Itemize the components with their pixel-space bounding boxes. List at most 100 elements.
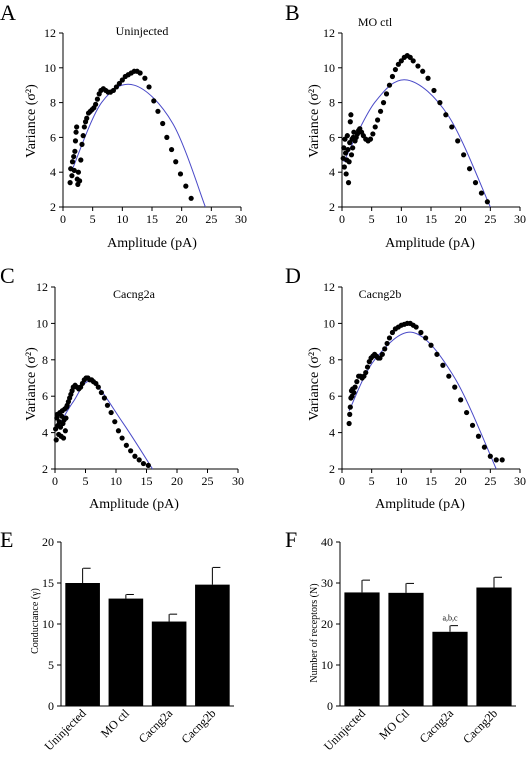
data-point (458, 397, 464, 403)
bar (151, 621, 187, 706)
data-point (119, 77, 125, 83)
data-point (84, 115, 90, 121)
data-point (407, 54, 413, 60)
data-point (146, 84, 152, 90)
data-point (53, 426, 59, 432)
x-tick-label: MO ctl (98, 706, 133, 741)
x-tick-label: 10 (110, 474, 122, 488)
data-point (137, 70, 143, 76)
data-point (69, 173, 75, 179)
data-point (351, 389, 357, 396)
y-tick-label: 20 (321, 617, 333, 631)
data-point (53, 437, 59, 443)
data-point (466, 166, 473, 172)
data-point (164, 134, 170, 140)
data-point (354, 379, 360, 385)
bar (388, 592, 424, 706)
y-tick-label: 20 (42, 535, 54, 549)
data-point (431, 87, 437, 94)
data-point (469, 422, 476, 428)
panel-letter-d: D (285, 263, 301, 288)
y-axis-label-a: Variance (σ²) (24, 84, 39, 158)
y-tick-label: 10 (36, 316, 48, 330)
panel-f: F Number of receptors (N) 0 10 20 30 40 Uninj… (285, 527, 516, 753)
data-point (74, 124, 80, 130)
x-tick-label: 25 (205, 212, 217, 226)
data-point (71, 167, 77, 174)
x-tick-label: 5 (369, 474, 375, 488)
x-tick-label: 0 (339, 212, 345, 226)
x-tick-label: 20 (171, 474, 183, 488)
data-point (71, 153, 77, 160)
x-tick-label: 30 (514, 474, 526, 488)
y-axis-label-d: Variance (σ²) (307, 347, 322, 421)
y-tick-label: 2 (329, 462, 335, 476)
data-point (132, 453, 138, 459)
chart-title-a: Uninjected (116, 24, 169, 38)
bar (195, 584, 230, 706)
panel-letter-a: A (0, 0, 16, 25)
bar (344, 592, 380, 706)
x-tick-label: Uninjected (42, 706, 89, 753)
data-point (145, 462, 151, 468)
data-point (341, 145, 347, 151)
scatter-plot-b: 0 5 10 15 20 25 30 2 4 6 8 10 12 (323, 26, 526, 226)
data-point (452, 384, 458, 390)
y-tick-label: 6 (329, 389, 335, 403)
data-point (370, 131, 376, 137)
data-point (478, 190, 485, 196)
data-point (395, 61, 401, 67)
y-tick-label: 12 (44, 26, 56, 40)
y-tick-label: 0 (48, 699, 54, 713)
y-tick-label: 10 (44, 61, 56, 75)
chart-title-b: MO ctl (358, 15, 393, 29)
x-tick-label: 15 (141, 474, 153, 488)
panel-e: E Conductance (γ) 0 5 10 15 20 Uninjected MO c… (0, 527, 234, 753)
y-tick-label: 4 (329, 426, 335, 440)
data-point (415, 63, 421, 69)
y-tick-label: 5 (48, 658, 54, 672)
fit-curve (71, 83, 206, 208)
x-tick-label: 0 (60, 212, 66, 226)
data-point (347, 404, 353, 410)
y-tick-label: 8 (42, 353, 48, 367)
x-tick-label: 30 (235, 212, 247, 226)
data-point (446, 373, 452, 379)
data-point (386, 82, 393, 88)
data-point (443, 112, 449, 118)
data-point (364, 364, 371, 370)
chart-title-d: Cacng2b (359, 287, 402, 301)
y-tick-label: 15 (42, 576, 54, 590)
scatter-plot-c: 0 5 10 15 20 25 30 2 4 6 8 10 12 (36, 280, 244, 488)
x-tick-label: 10 (116, 212, 128, 226)
data-point (108, 409, 114, 416)
data-point (434, 351, 440, 357)
data-point (177, 171, 184, 177)
data-point (345, 146, 351, 153)
panel-d: D Cacng2b Variance (σ²) Amplitude (pA) 0… (285, 263, 526, 512)
data-point (93, 101, 99, 107)
data-point (98, 389, 104, 396)
data-point (464, 409, 470, 416)
data-point (93, 380, 99, 387)
data-point (63, 415, 69, 421)
x-axis-label-b: Amplitude (pA) (385, 236, 475, 251)
data-point (188, 195, 194, 201)
data-point (352, 384, 358, 390)
scatter-plot-d: 0 5 10 15 20 25 30 2 4 6 8 10 12 (323, 280, 526, 488)
data-point (461, 152, 467, 158)
data-point (75, 169, 82, 175)
data-point (101, 395, 108, 401)
y-tick-label: 10 (321, 658, 333, 672)
y-tick-label: 10 (323, 61, 335, 75)
panel-letter-b: B (285, 0, 300, 25)
fit-curve (348, 331, 497, 470)
x-tick-label: 10 (395, 212, 407, 226)
data-point (123, 442, 129, 448)
x-tick-label: 25 (484, 474, 496, 488)
data-point (115, 428, 122, 434)
data-point (386, 335, 393, 341)
data-point (344, 133, 350, 139)
x-tick-label: 25 (484, 212, 496, 226)
x-tick-label: 25 (202, 474, 214, 488)
